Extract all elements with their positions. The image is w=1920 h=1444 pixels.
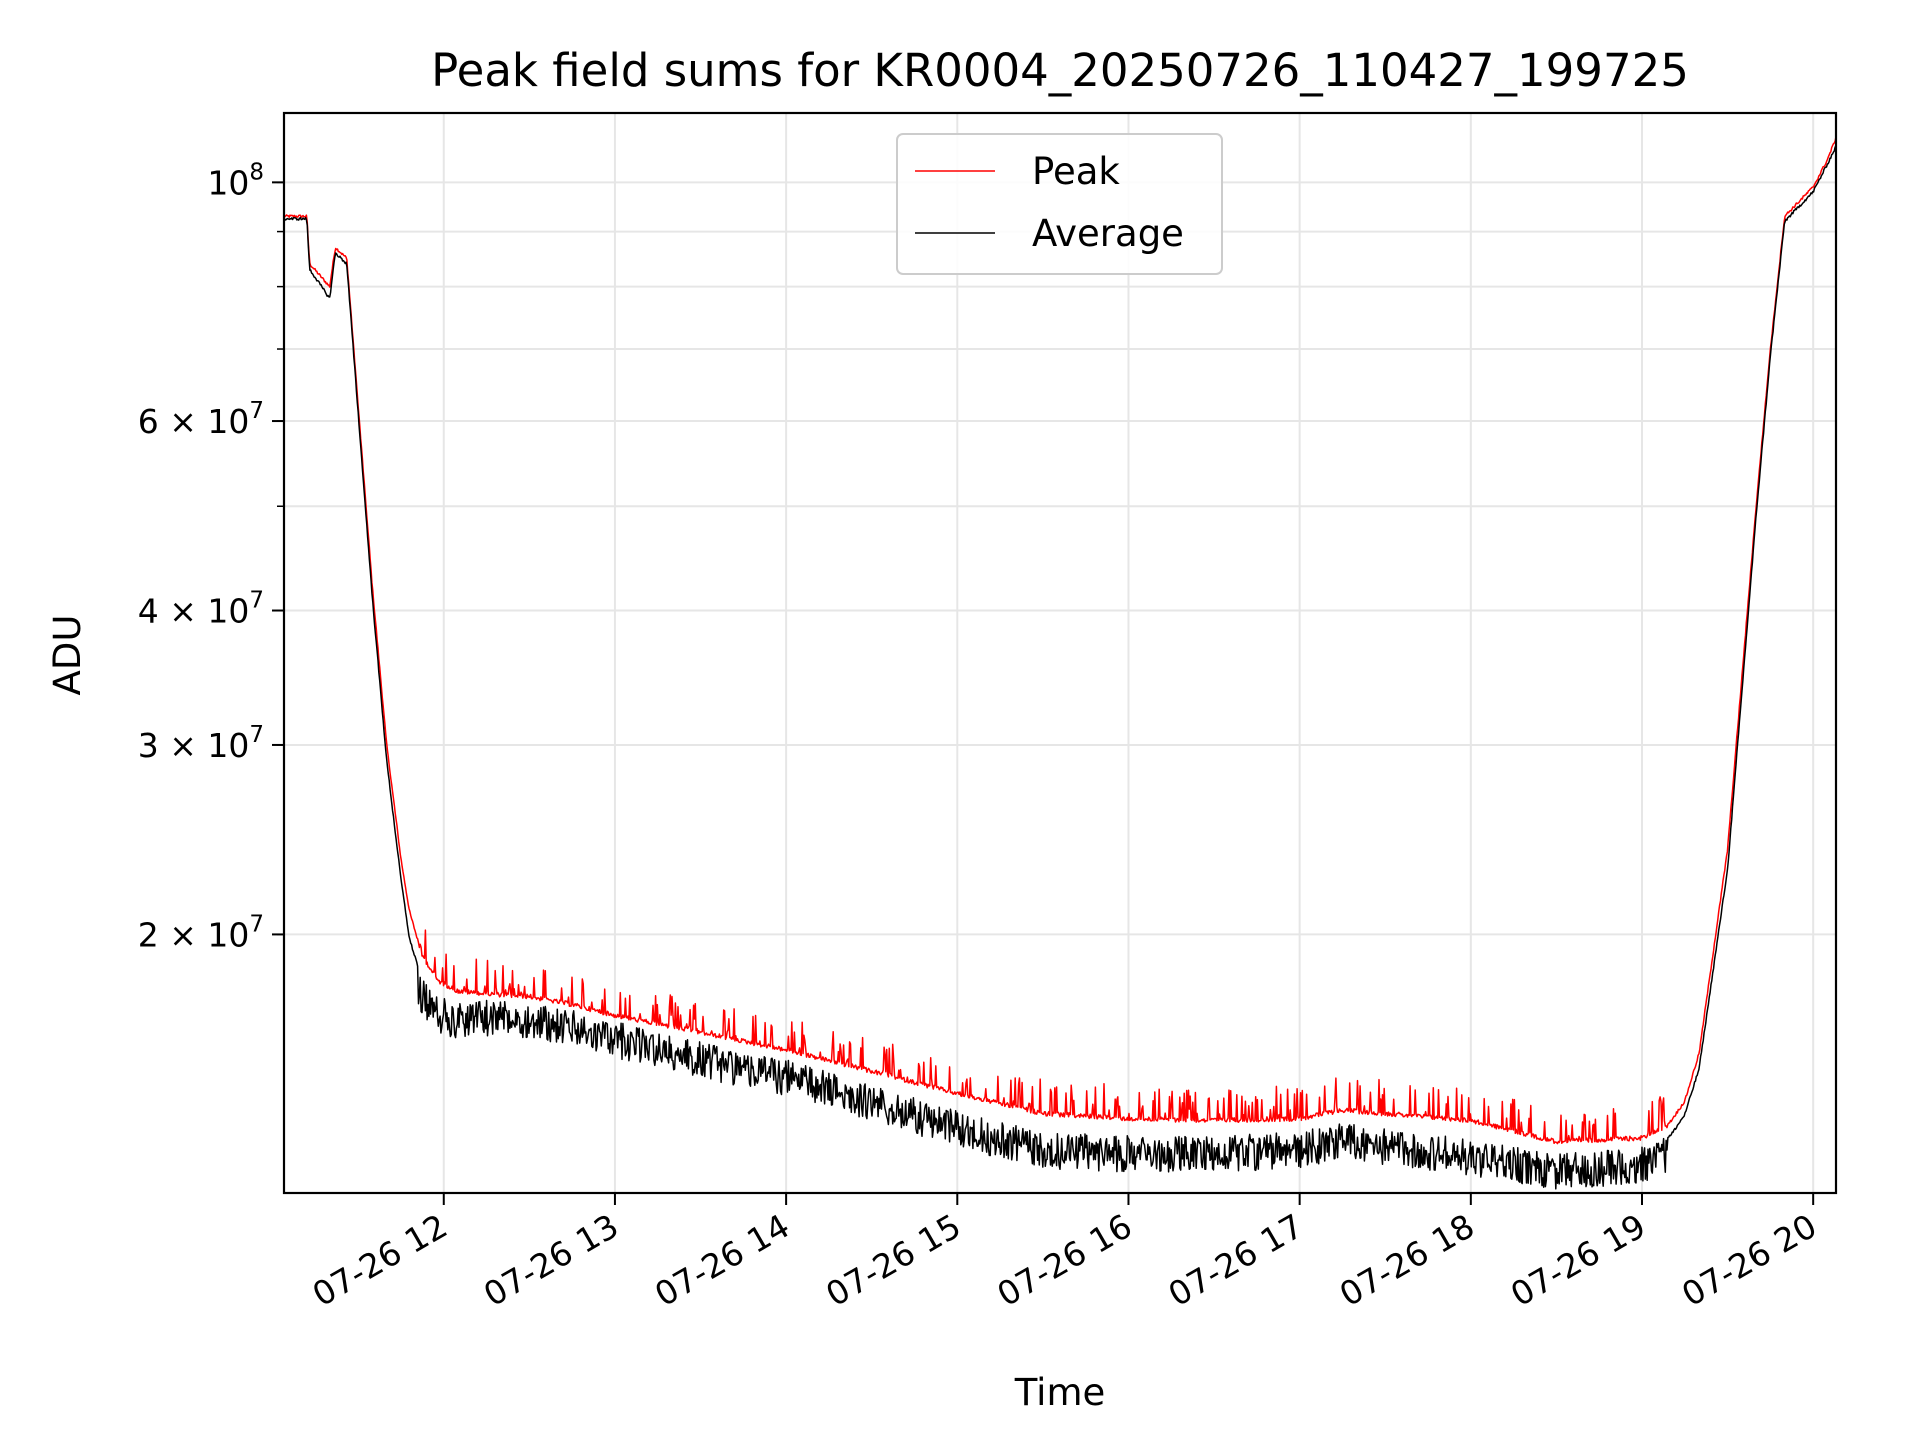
y-axis-label: ADU [46, 615, 89, 696]
y-tick-label: 108 [207, 159, 264, 202]
y-tick-label: 2 × 107 [138, 911, 264, 954]
grid-lines [284, 113, 1836, 1193]
y-tick-label: 4 × 107 [138, 588, 264, 631]
legend: Peak Average [896, 133, 1223, 275]
legend-box [896, 133, 1223, 275]
y-tick-label: 6 × 107 [138, 398, 264, 441]
y-tick-label: 3 × 107 [138, 722, 264, 765]
series-line-average [283, 145, 1837, 1190]
legend-label-average: Average [1032, 212, 1184, 255]
x-axis-label: Time [1014, 1371, 1106, 1414]
series-layer [283, 136, 1837, 1190]
plot-frame [282, 111, 1838, 1195]
legend-label-peak: Peak [1032, 150, 1120, 193]
chart-title: Peak field sums for KR0004_20250726_1104… [431, 44, 1689, 97]
series-line-peak [283, 136, 1837, 1145]
